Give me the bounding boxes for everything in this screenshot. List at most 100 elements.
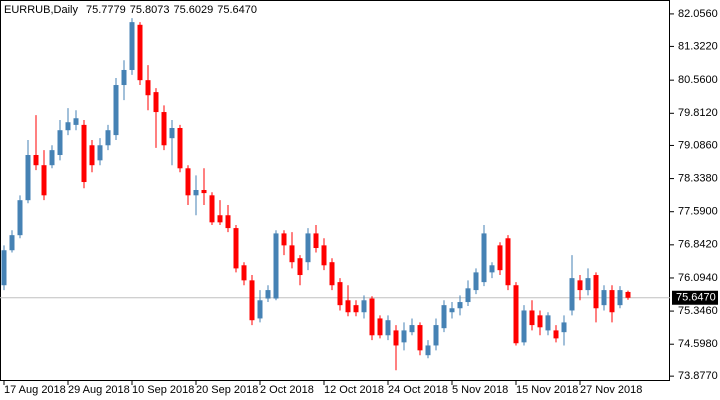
y-tick-label: 79.0860 bbox=[678, 139, 718, 151]
candle-body bbox=[233, 228, 239, 269]
candle-body bbox=[457, 302, 463, 309]
candle-body bbox=[201, 190, 207, 194]
y-tick-label: 80.5600 bbox=[678, 74, 718, 86]
x-tick-label: 10 Sep 2018 bbox=[132, 384, 194, 396]
candle-body bbox=[369, 298, 375, 336]
x-tick-label: 27 Nov 2018 bbox=[580, 384, 642, 396]
candle-body bbox=[33, 155, 39, 166]
x-tick-label: 29 Aug 2018 bbox=[68, 384, 130, 396]
candle-body bbox=[433, 325, 439, 346]
candle-body bbox=[553, 330, 559, 339]
candle-body bbox=[225, 215, 231, 229]
candle-body bbox=[521, 310, 527, 343]
candle-body bbox=[137, 24, 143, 81]
candle-body bbox=[529, 310, 535, 326]
x-tick-label: 12 Oct 2018 bbox=[324, 384, 384, 396]
candle-body bbox=[81, 124, 87, 183]
candle-body bbox=[257, 300, 263, 319]
candle-body bbox=[297, 258, 303, 276]
candle-body bbox=[385, 320, 391, 336]
x-tick-label: 2 Oct 2018 bbox=[260, 384, 314, 396]
candle-body bbox=[9, 235, 15, 251]
candle-body bbox=[89, 145, 95, 166]
candle-body bbox=[625, 291, 631, 298]
symbol-title: EURRUB,Daily bbox=[4, 4, 78, 16]
ohlc-info: 75.6029 bbox=[174, 4, 214, 16]
candle-body bbox=[281, 233, 287, 246]
candle-body bbox=[425, 345, 431, 356]
candle-body bbox=[49, 150, 55, 166]
ohlc-info: 75.7779 bbox=[86, 4, 126, 16]
candle-body bbox=[153, 92, 159, 113]
y-tick-label: 75.3460 bbox=[678, 305, 718, 317]
candle-body bbox=[169, 127, 175, 139]
candle-body bbox=[121, 69, 127, 86]
ohlc-info: 75.8073 bbox=[130, 4, 170, 16]
x-tick-label: 24 Oct 2018 bbox=[388, 384, 448, 396]
price-tag-label: 75.6470 bbox=[676, 292, 716, 304]
candle-body bbox=[585, 278, 591, 291]
x-tick-label: 15 Nov 2018 bbox=[516, 384, 578, 396]
price-tag bbox=[672, 290, 718, 305]
candle-body bbox=[145, 80, 151, 96]
candle-body bbox=[577, 280, 583, 291]
candle-body bbox=[129, 22, 135, 70]
candle-body bbox=[273, 233, 279, 299]
candle-body bbox=[329, 262, 335, 286]
candle-body bbox=[105, 130, 111, 146]
candle-body bbox=[97, 145, 103, 161]
x-tick-label: 17 Aug 2018 bbox=[4, 384, 66, 396]
candle-body bbox=[41, 165, 47, 196]
candle-body bbox=[265, 290, 271, 299]
x-tick-label: 20 Sep 2018 bbox=[196, 384, 258, 396]
candle-body bbox=[185, 168, 191, 196]
candle-body bbox=[601, 290, 607, 306]
candle-body bbox=[17, 200, 23, 236]
candle-body bbox=[449, 308, 455, 313]
candle-body bbox=[217, 215, 223, 223]
candle-body bbox=[361, 300, 367, 313]
candle-body bbox=[289, 245, 295, 263]
candle-body bbox=[417, 325, 423, 351]
y-tick-label: 81.3220 bbox=[678, 40, 718, 52]
candle-body bbox=[409, 325, 415, 333]
candle-body bbox=[537, 315, 543, 328]
candle-body bbox=[161, 112, 167, 146]
candle-body bbox=[473, 272, 479, 291]
candle-body bbox=[113, 85, 119, 136]
candle-body bbox=[505, 238, 511, 286]
candle-body bbox=[441, 305, 447, 329]
candle-body bbox=[249, 280, 255, 321]
candle-body bbox=[177, 127, 183, 169]
candle-body bbox=[193, 190, 199, 196]
candle-body bbox=[305, 233, 311, 263]
candle-body bbox=[241, 265, 247, 281]
candle-body bbox=[1, 250, 7, 286]
candle-body bbox=[489, 265, 495, 273]
candle-body bbox=[73, 118, 79, 125]
candle-body bbox=[569, 278, 575, 311]
candle-body bbox=[481, 233, 487, 283]
y-tick-label: 79.8120 bbox=[678, 107, 718, 119]
candle-body bbox=[345, 300, 351, 313]
x-tick-label: 5 Nov 2018 bbox=[452, 384, 508, 396]
y-tick-label: 78.3380 bbox=[678, 172, 718, 184]
candle-body bbox=[497, 245, 503, 271]
candle-body bbox=[401, 330, 407, 343]
plot-frame bbox=[0, 0, 670, 381]
candle-body bbox=[465, 288, 471, 303]
candle-body bbox=[25, 155, 31, 201]
y-tick-label: 74.5980 bbox=[678, 338, 718, 350]
candle-body bbox=[337, 282, 343, 306]
y-tick-label: 77.5900 bbox=[678, 206, 718, 218]
y-tick-label: 82.0560 bbox=[678, 8, 718, 20]
candle-body bbox=[393, 330, 399, 346]
candle-body bbox=[65, 122, 71, 131]
candle-body bbox=[57, 130, 63, 156]
candle-body bbox=[545, 315, 551, 331]
candle-body bbox=[313, 233, 319, 249]
y-tick-label: 76.8420 bbox=[678, 239, 718, 251]
candle-body bbox=[209, 195, 215, 223]
